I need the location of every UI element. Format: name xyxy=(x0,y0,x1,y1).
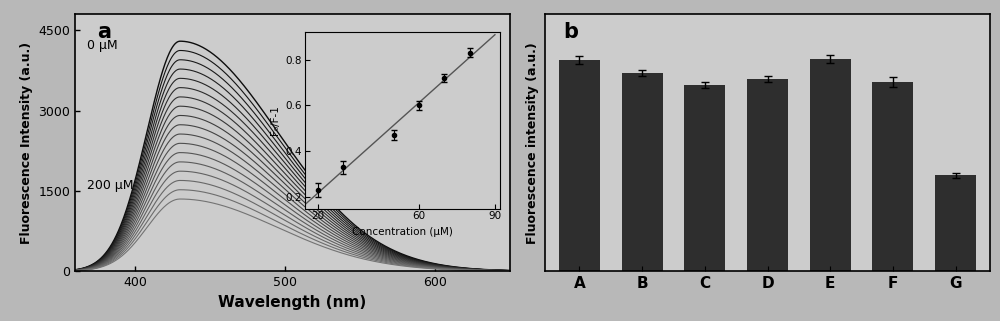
X-axis label: Concentration (μM): Concentration (μM) xyxy=(352,227,453,237)
Y-axis label: F₀/F-1: F₀/F-1 xyxy=(270,105,280,135)
Text: a: a xyxy=(97,22,111,42)
Bar xyxy=(935,175,976,271)
Bar xyxy=(622,73,663,271)
Y-axis label: Fluorescence intensity (a.u.): Fluorescence intensity (a.u.) xyxy=(526,42,539,244)
Bar xyxy=(559,60,600,271)
Text: 200 μM: 200 μM xyxy=(87,179,134,192)
Bar xyxy=(872,82,913,271)
Bar xyxy=(747,79,788,271)
X-axis label: Wavelength (nm): Wavelength (nm) xyxy=(218,295,367,310)
Y-axis label: Fluorescence Intensity (a.u.): Fluorescence Intensity (a.u.) xyxy=(20,42,33,244)
Text: 0 μM: 0 μM xyxy=(87,39,118,52)
Text: b: b xyxy=(563,22,578,42)
Bar xyxy=(810,59,851,271)
Bar xyxy=(684,85,725,271)
